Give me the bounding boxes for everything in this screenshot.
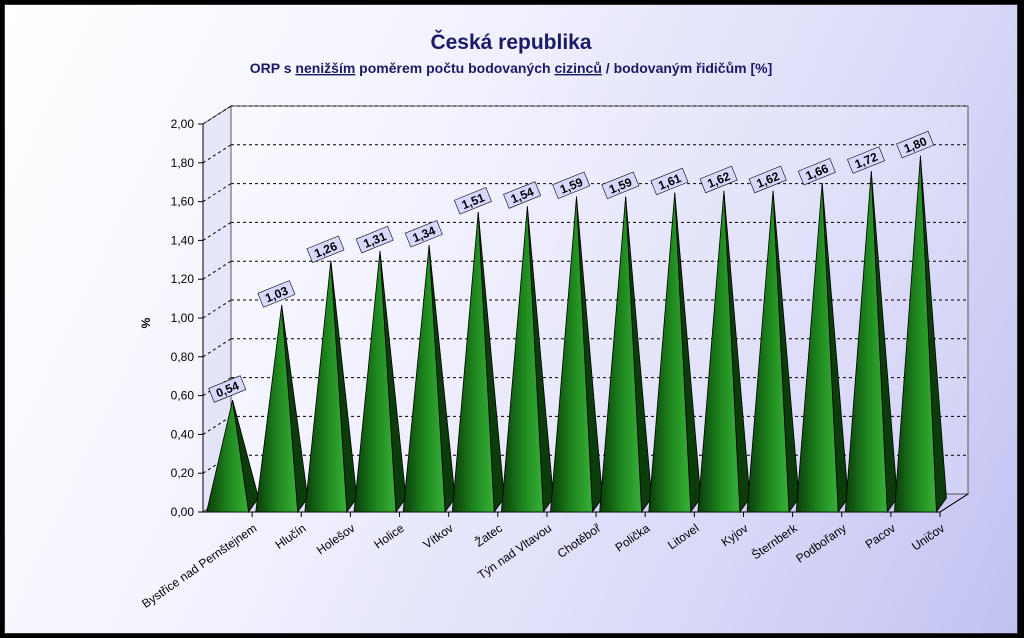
chart-title: Česká republika [430,30,591,54]
x-tick-label: Podbořany [793,521,849,566]
subtitle-part: / bodovaným řidičům [%] [602,60,772,76]
y-tick-label: 0,00 [171,505,195,519]
subtitle-part: ORP s [250,60,296,76]
x-tick-label: Kyjov [719,521,751,549]
x-tick-label: Šternberk [749,520,801,563]
x-tick-label: Bystřice nad Pernštejnem [139,521,259,611]
subtitle-part: cizinců [554,60,601,76]
subtitle-part: nenižším [295,60,355,76]
chart-frame: Česká republika ORP s nenižším poměrem p… [4,4,1018,634]
x-tick-label: Holešov [314,521,358,557]
chart-subtitle: ORP s nenižším poměrem počtu bodovaných … [250,60,773,76]
x-tick-label: Litovel [665,521,701,552]
x-tick-label: Hlučín [273,521,309,552]
chart: Česká republika ORP s nenižším poměrem p… [5,5,1017,633]
y-tick-label: 0,20 [171,466,195,480]
x-tick-label: Vítkov [420,521,455,552]
y-tick-label: 2,00 [171,117,195,131]
x-tick-label: Polička [613,521,653,555]
y-tick-label: 1,00 [171,311,195,325]
plot-area: 0,00 0,20 0,40 0,60 0,80 1,00 1,20 1,40 1,60 1,80… [139,106,968,611]
y-tick-label: 1,80 [171,156,195,170]
subtitle-part: poměrem počtu bodovaných [355,60,554,76]
x-tick-label: Pacov [863,521,898,552]
y-axis-label: % [139,317,153,328]
y-tick-label: 1,60 [171,195,195,209]
y-tick-label: 1,20 [171,272,195,286]
y-tick-label: 0,80 [171,350,195,364]
y-tick-label: 0,60 [171,389,195,403]
x-tick-label: Uničov [909,521,947,554]
y-tick-label: 1,40 [171,233,195,247]
x-tick-label: Žatec [472,520,505,550]
x-tick-label: Holice [371,521,407,552]
x-tick-label: Chotěboř [555,520,604,560]
y-tick-label: 0,40 [171,427,195,441]
